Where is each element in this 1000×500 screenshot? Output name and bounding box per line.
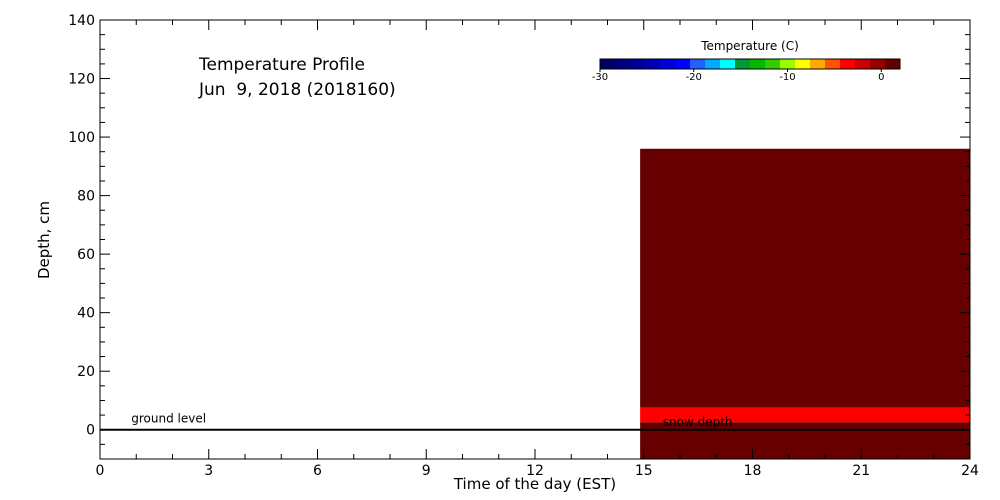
- y-tick-label: 20: [77, 364, 95, 380]
- colorbar-swatch: [600, 59, 616, 69]
- plot-frame: [99, 19, 971, 460]
- colorbar-swatch: [615, 59, 631, 69]
- colorbar-swatch: [870, 59, 886, 69]
- colorbar-swatch: [720, 59, 736, 69]
- y-axis-label: Depth, cm: [35, 201, 53, 279]
- colorbar: Temperature (C) -30 -20 -10 0: [592, 39, 901, 83]
- colorbar-swatch: [690, 59, 706, 69]
- chart-title-line1: Temperature Profile: [198, 55, 365, 75]
- temperature-region-1: [640, 407, 970, 423]
- x-tick-label: 6: [313, 463, 322, 479]
- y-tick-label: 100: [68, 130, 95, 146]
- colorbar-tick-label: -10: [779, 72, 795, 83]
- colorbar-swatch: [855, 59, 871, 69]
- colorbar-swatch: [840, 59, 856, 69]
- colorbar-tick-label: -20: [686, 72, 702, 83]
- colorbar-tick-label: -30: [592, 72, 608, 83]
- x-tick-label: 3: [204, 463, 213, 479]
- snow-depth-label: snow depth: [663, 415, 733, 429]
- temperature-regions: [640, 148, 970, 459]
- y-tick-label: 140: [68, 13, 95, 29]
- y-tick-label: 60: [77, 247, 95, 263]
- colorbar-swatch: [780, 59, 796, 69]
- y-tick-label: 120: [68, 72, 95, 88]
- x-tick-label: 0: [96, 463, 105, 479]
- colorbar-swatch: [735, 59, 751, 69]
- chart-title-line2: Jun 9, 2018 (2018160): [198, 80, 396, 100]
- colorbar-swatch: [675, 59, 691, 69]
- colorbar-swatch: [825, 59, 841, 69]
- colorbar-swatch: [810, 59, 826, 69]
- colorbar-swatch: [645, 59, 661, 69]
- x-tick-label: 21: [852, 463, 870, 479]
- colorbar-tick-label: 0: [878, 72, 884, 83]
- temperature-region-0: [640, 148, 970, 408]
- colorbar-swatch: [885, 59, 901, 69]
- y-tick-label: 80: [77, 189, 95, 205]
- y-tick-label: 40: [77, 306, 95, 322]
- colorbar-swatch: [750, 59, 766, 69]
- ground-level-label: ground level: [131, 412, 206, 426]
- colorbar-swatch: [765, 59, 781, 69]
- y-tick-label: 0: [86, 423, 95, 439]
- x-axis-label: Time of the day (EST): [453, 475, 616, 493]
- colorbar-swatch: [660, 59, 676, 69]
- x-tick-label: 18: [744, 463, 762, 479]
- colorbar-frame: [599, 58, 901, 70]
- x-tick-label: 15: [635, 463, 653, 479]
- x-tick-label: 12: [526, 463, 544, 479]
- tick-labels: 0 3 6 9 12 15 18 21 24 0 20 40 60 80 100 120 140: [68, 13, 979, 479]
- colorbar-swatch: [795, 59, 811, 69]
- x-tick-label: 9: [422, 463, 431, 479]
- temperature-region-2: [640, 422, 970, 459]
- colorbar-swatch: [705, 59, 721, 69]
- x-tick-label: 24: [961, 463, 979, 479]
- colorbar-swatch: [630, 59, 646, 69]
- colorbar-title: Temperature (C): [700, 39, 799, 53]
